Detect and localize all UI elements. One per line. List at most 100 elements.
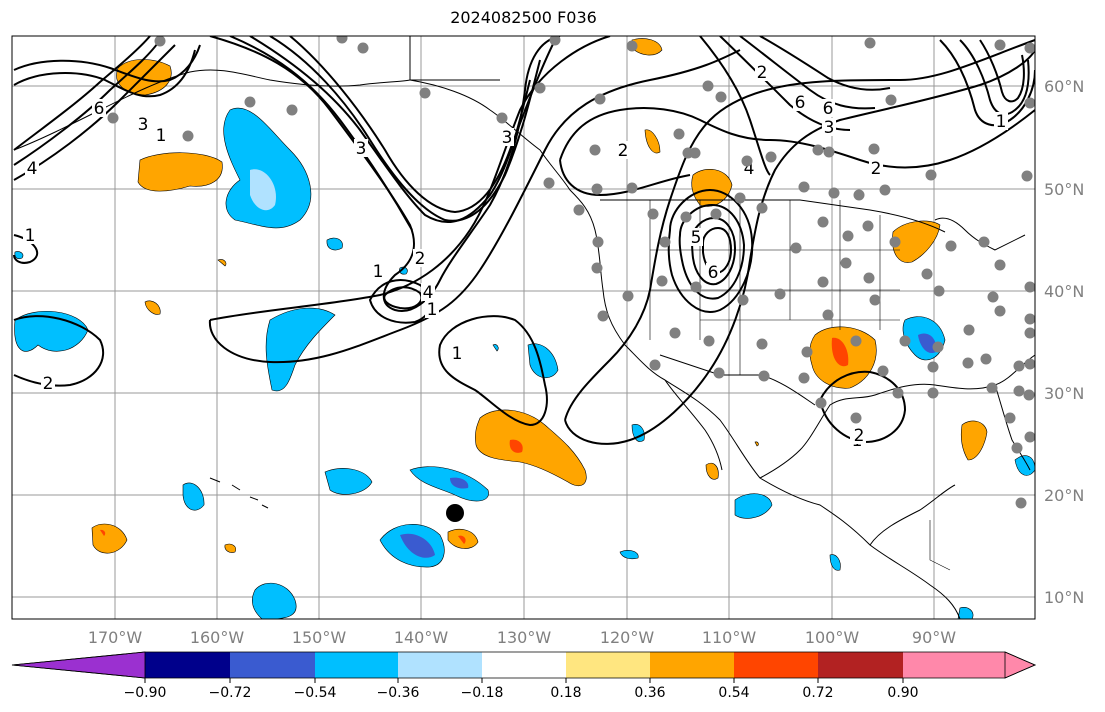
positive-anomaly-area xyxy=(224,543,237,553)
baja-coastline xyxy=(664,379,723,471)
station-dot xyxy=(822,309,834,321)
station-dot xyxy=(927,387,939,399)
contour-label: 1 xyxy=(25,226,36,246)
contour-label: 6 xyxy=(708,263,719,283)
negative-anomaly-area xyxy=(324,468,373,495)
station-dot xyxy=(591,262,603,274)
map-title: 2024082500 F036 xyxy=(450,8,597,27)
latitude-label: 10°N xyxy=(1044,588,1084,607)
colorbar-segment xyxy=(230,652,315,678)
contour-label: 4 xyxy=(744,159,755,179)
contour-label: 4 xyxy=(423,283,434,303)
contour-line xyxy=(209,36,611,321)
station-dot xyxy=(357,42,369,54)
latitude-label: 60°N xyxy=(1044,77,1084,96)
longitude-label: 110°W xyxy=(702,628,757,647)
station-dot xyxy=(702,80,714,92)
positive-anomaly-area xyxy=(509,439,523,453)
station-dot xyxy=(1024,281,1035,293)
station-dot xyxy=(869,294,881,306)
station-dot xyxy=(1023,389,1035,401)
station-dot xyxy=(1024,313,1035,325)
positive-anomaly-area xyxy=(644,129,661,154)
station-dot xyxy=(978,236,990,248)
station-dot xyxy=(864,37,876,49)
station-dot xyxy=(817,216,829,228)
station-dot xyxy=(689,147,701,159)
positive-anomaly-area xyxy=(144,300,161,315)
contour-line xyxy=(667,188,754,313)
colorbar-segment xyxy=(566,652,650,678)
station-dot xyxy=(850,335,862,347)
negative-anomaly-area xyxy=(492,344,499,352)
station-dot xyxy=(597,310,609,322)
negative-anomaly-area xyxy=(182,482,205,511)
station-dot xyxy=(622,290,634,302)
contour-line xyxy=(13,44,176,181)
station-dot xyxy=(853,189,865,201)
contour-line xyxy=(559,107,1035,169)
contour-line xyxy=(438,315,548,427)
contour-line xyxy=(269,36,541,222)
colorbar-tick-label: −0.36 xyxy=(377,685,420,701)
colorbar-tick-label: −0.54 xyxy=(294,685,337,701)
contour-label: 3 xyxy=(824,118,835,138)
geopotential-contours xyxy=(13,36,1035,445)
negative-anomaly-area xyxy=(326,237,343,251)
station-dot xyxy=(1024,42,1035,54)
negative-anomaly-area xyxy=(14,251,24,260)
colorbar-tick-label: 0.90 xyxy=(887,685,918,701)
station-dot xyxy=(877,365,889,377)
storm-center-marker xyxy=(446,504,464,522)
station-dot xyxy=(932,341,944,353)
positive-anomaly-area xyxy=(217,259,227,267)
contour-line xyxy=(818,370,907,444)
station-dot xyxy=(741,155,753,167)
station-dot xyxy=(963,324,975,336)
negative-anomaly-area xyxy=(250,169,276,211)
longitude-label: 120°W xyxy=(600,628,655,647)
longitude-label: 150°W xyxy=(292,628,347,647)
station-dot xyxy=(817,276,829,288)
negative-anomaly-area xyxy=(252,582,297,619)
colorbar-tick-label: −0.18 xyxy=(461,685,504,701)
positive-anomaly-area xyxy=(100,529,106,536)
contour-label: 2 xyxy=(757,63,768,83)
contour-line xyxy=(13,49,196,98)
station-dot xyxy=(626,182,638,194)
station-dot xyxy=(899,335,911,347)
station-dot xyxy=(1024,327,1035,339)
negative-anomaly-area xyxy=(450,477,469,489)
negative-anomaly-area xyxy=(223,107,312,229)
us-canada-border xyxy=(600,199,946,233)
station-dot xyxy=(863,272,875,284)
contour-line xyxy=(13,315,105,387)
colorbar-right-extension xyxy=(1004,651,1037,679)
central-america-border xyxy=(929,520,951,571)
contour-line xyxy=(559,159,691,197)
negative-anomaly-area xyxy=(1014,455,1035,476)
state-lines xyxy=(649,200,900,375)
station-markers xyxy=(107,36,1035,509)
station-dot xyxy=(182,130,194,142)
station-dot xyxy=(756,338,768,350)
contour-label: 5 xyxy=(691,228,702,248)
negative-anomaly-area xyxy=(957,607,974,619)
florida-coastline xyxy=(994,384,1031,471)
station-dot xyxy=(715,91,727,103)
contour-label: 2 xyxy=(618,141,629,161)
station-dot xyxy=(649,359,661,371)
station-dot xyxy=(840,257,852,269)
latitude-labels: 60°N 50°N 40°N 30°N 20°N 10°N xyxy=(1044,77,1084,607)
station-dot xyxy=(962,357,974,369)
station-dot xyxy=(1021,170,1033,182)
negative-anomaly-area xyxy=(918,333,937,354)
station-dot xyxy=(774,288,786,300)
station-dot xyxy=(798,181,810,193)
station-dot xyxy=(1024,97,1035,109)
longitude-label: 140°W xyxy=(394,628,449,647)
station-dot xyxy=(592,236,604,248)
station-dot xyxy=(1024,431,1035,443)
contour-label: 4 xyxy=(27,159,38,179)
